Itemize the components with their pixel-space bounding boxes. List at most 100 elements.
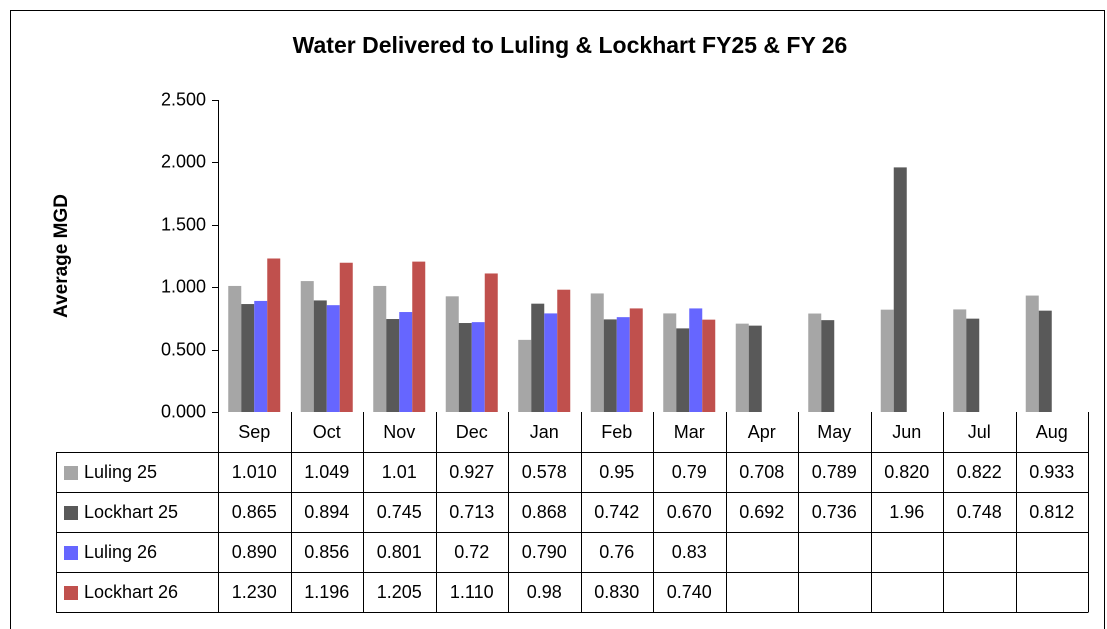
bar: [412, 261, 426, 412]
table-value: 0.72: [454, 542, 489, 562]
bar: [676, 328, 690, 412]
x-tick-label: Apr: [748, 422, 776, 442]
table-value: 0.76: [599, 542, 634, 562]
table-value: 0.865: [232, 502, 277, 522]
table-value: 0.820: [884, 462, 929, 482]
table-value: 0.890: [232, 542, 277, 562]
y-tick-label: 1.000: [161, 276, 206, 296]
legend-label: Lockhart 25: [84, 502, 178, 522]
table-value: 0.670: [667, 502, 712, 522]
bar: [300, 281, 314, 412]
y-tick-label: 0.000: [161, 401, 206, 421]
bar: [445, 296, 459, 412]
bar: [663, 313, 677, 412]
table-value: 0.708: [739, 462, 784, 482]
y-tick-label: 2.500: [161, 89, 206, 109]
table-value: 1.205: [377, 582, 422, 602]
bar: [1025, 295, 1039, 412]
bar: [880, 309, 894, 412]
table-value: 1.010: [232, 462, 277, 482]
table-value: 0.83: [672, 542, 707, 562]
table-value: 1.01: [382, 462, 417, 482]
chart-title: Water Delivered to Luling & Lockhart FY2…: [293, 32, 848, 58]
y-tick-label: 0.500: [161, 339, 206, 359]
table-value: 0.79: [672, 462, 707, 482]
table-value: 1.049: [304, 462, 349, 482]
y-tick-label: 2.000: [161, 151, 206, 171]
table-value: 0.894: [304, 502, 349, 522]
x-tick-label: Sep: [238, 422, 270, 442]
x-tick-label: Feb: [601, 422, 632, 442]
table-value: 0.98: [527, 582, 562, 602]
x-tick-label: Mar: [674, 422, 705, 442]
table-value: 1.96: [889, 502, 924, 522]
table-value: 0.789: [812, 462, 857, 482]
bar: [748, 325, 762, 412]
legend-label: Lockhart 26: [84, 582, 178, 602]
bar: [1038, 310, 1052, 412]
legend-key: [64, 506, 78, 520]
bar: [531, 303, 545, 412]
bar: [557, 289, 571, 412]
bar: [616, 317, 630, 412]
chart-border: [10, 10, 1105, 629]
table-value: 0.822: [957, 462, 1002, 482]
table-value: 0.801: [377, 542, 422, 562]
bar: [966, 318, 980, 412]
x-tick-label: Aug: [1036, 422, 1068, 442]
bar: [458, 323, 472, 412]
legend-key: [64, 586, 78, 600]
table-value: 0.933: [1029, 462, 1074, 482]
bar: [373, 285, 387, 412]
bar: [893, 167, 907, 412]
table-value: 0.578: [522, 462, 567, 482]
table-value: 0.692: [739, 502, 784, 522]
table-value: 1.110: [450, 582, 494, 602]
bar: [808, 313, 822, 412]
x-tick-label: Jun: [892, 422, 921, 442]
table-value: 1.196: [304, 582, 349, 602]
bar: [326, 305, 340, 412]
bar: [228, 285, 242, 412]
table-value: 0.736: [812, 502, 857, 522]
x-tick-label: Dec: [456, 422, 488, 442]
table-value: 0.95: [599, 462, 634, 482]
table-value: 0.856: [304, 542, 349, 562]
x-tick-label: Jul: [968, 422, 991, 442]
table-value: 0.740: [667, 582, 712, 602]
legend-label: Luling 25: [84, 462, 157, 482]
bar: [544, 313, 558, 412]
bar: [484, 273, 498, 412]
bar: [267, 258, 281, 412]
bar: [821, 320, 835, 412]
bar: [241, 304, 255, 412]
legend-key: [64, 546, 78, 560]
table-value: 1.230: [232, 582, 277, 602]
bar: [603, 319, 617, 412]
x-tick-label: May: [817, 422, 851, 442]
bar: [735, 323, 749, 412]
legend-key: [64, 466, 78, 480]
table-value: 0.742: [594, 502, 639, 522]
y-axis-label: Average MGD: [51, 194, 72, 318]
bar: [254, 300, 268, 412]
y-tick-label: 1.500: [161, 214, 206, 234]
bar: [590, 293, 604, 412]
table-value: 0.790: [522, 542, 567, 562]
table-value: 0.868: [522, 502, 567, 522]
table-value: 0.713: [449, 502, 494, 522]
table-value: 0.748: [957, 502, 1002, 522]
x-tick-label: Nov: [383, 422, 415, 442]
table-value: 0.812: [1029, 502, 1074, 522]
x-tick-label: Jan: [530, 422, 559, 442]
bar: [689, 308, 703, 412]
legend-label: Luling 26: [84, 542, 157, 562]
bar: [518, 339, 532, 412]
x-tick-label: Oct: [313, 422, 341, 442]
bar: [339, 262, 353, 412]
bar: [702, 319, 716, 412]
bar: [629, 308, 643, 412]
bar: [953, 309, 967, 412]
